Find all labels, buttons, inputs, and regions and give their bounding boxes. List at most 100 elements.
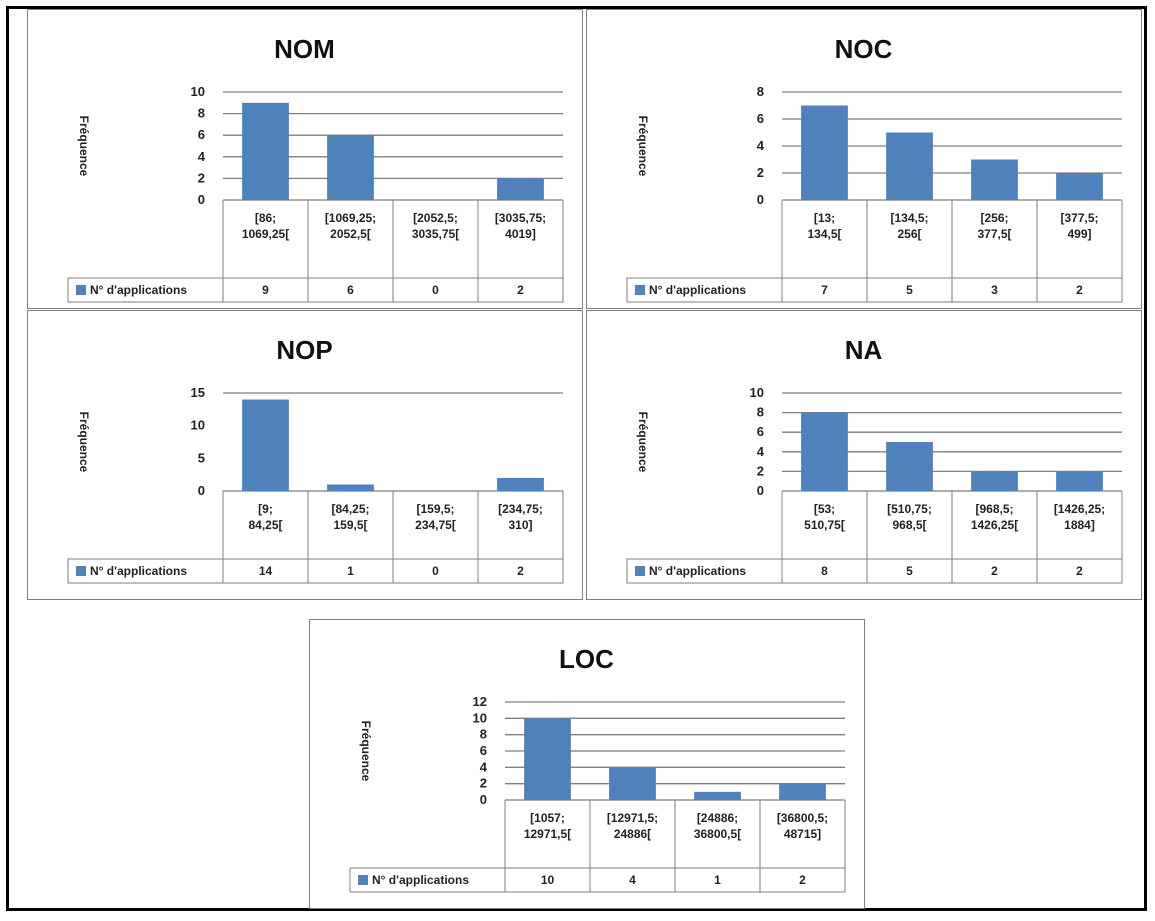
- category-label: [9; 84,25[: [248, 502, 282, 532]
- bar: [497, 477, 544, 491]
- y-axis-label: Fréquence: [359, 721, 373, 782]
- category-label: [2052,5; 3035,75[: [412, 211, 459, 241]
- y-tick-label: 10: [191, 418, 205, 433]
- y-tick-label: 0: [757, 192, 764, 207]
- bar: [801, 105, 848, 200]
- y-tick-label: 6: [757, 111, 764, 126]
- category-label: [159,5; 234,75[: [415, 502, 456, 532]
- y-tick-label: 6: [757, 424, 764, 439]
- y-tick-label: 8: [198, 106, 205, 121]
- legend-swatch: [358, 875, 368, 885]
- y-tick-label: 0: [198, 483, 205, 498]
- data-value-label: 7: [821, 283, 828, 297]
- category-label: [36800,5; 48715]: [777, 811, 828, 841]
- bar: [1056, 471, 1103, 491]
- bar: [886, 132, 933, 200]
- data-value-label: 1: [347, 564, 354, 578]
- y-tick-label: 12: [473, 694, 487, 709]
- y-tick-label: 5: [198, 450, 205, 465]
- chart-title: LOC: [559, 644, 614, 674]
- chart-panel-loc: LOC Fréquence 0 2 4 6 8 10 12 [1057; 12971,5[[1297…: [309, 619, 865, 909]
- data-value-label: 2: [517, 283, 524, 297]
- y-tick-label: 4: [480, 759, 488, 774]
- data-value-label: 2: [799, 873, 806, 887]
- data-value-label: 9: [262, 283, 269, 297]
- category-label: [256; 377,5[: [977, 211, 1011, 241]
- bar: [694, 791, 741, 800]
- data-value-label: 10: [541, 873, 555, 887]
- data-table: [67, 200, 564, 303]
- category-label: [234,75; 310]: [498, 502, 543, 532]
- bar: [779, 783, 826, 800]
- bar: [1056, 173, 1103, 200]
- y-tick-label: 2: [198, 170, 205, 185]
- data-value-label: 6: [347, 283, 354, 297]
- legend-series-name: N° d'applications: [649, 283, 746, 297]
- y-tick-label: 10: [750, 385, 764, 400]
- data-table: [626, 200, 1123, 303]
- category-label: [510,75; 968,5[: [887, 502, 932, 532]
- figure-frame: NOM Fréquence 0 2 4 6 8 10 [86; 1069,25[[1069,25;…: [6, 6, 1147, 911]
- y-tick-label: 8: [757, 84, 764, 99]
- data-value-label: 1: [714, 873, 721, 887]
- chart-title: NOP: [276, 335, 332, 365]
- chart-panel-nop: NOP Fréquence 0 5 10 15 [9; 84,25[[84,25; 159,5[…: [27, 310, 583, 600]
- legend-series-name: N° d'applications: [90, 283, 187, 297]
- bar: [609, 767, 656, 800]
- chart-title: NOM: [274, 34, 335, 64]
- chart-panel-nom: NOM Fréquence 0 2 4 6 8 10 [86; 1069,25[[1069,25;…: [27, 9, 583, 309]
- y-tick-label: 8: [757, 405, 764, 420]
- y-axis-label: Fréquence: [636, 116, 650, 177]
- data-value-label: 8: [821, 564, 828, 578]
- bar: [497, 178, 544, 200]
- chart-panel-noc: NOC Fréquence 0 2 4 6 8 [13; 134,5[[134,5; 256[[2…: [586, 9, 1142, 309]
- bar: [971, 159, 1018, 200]
- y-tick-label: 6: [480, 743, 487, 758]
- chart-panel-na: NA Fréquence 0 2 4 6 8 10 [53; 510,75[[510,75; 968…: [586, 310, 1142, 600]
- category-label: [24886; 36800,5[: [694, 811, 741, 841]
- bar: [242, 102, 289, 200]
- category-label: [1069,25; 2052,5[: [325, 211, 376, 241]
- category-label: [84,25; 159,5[: [331, 502, 369, 532]
- y-tick-label: 4: [198, 149, 206, 164]
- category-label: [12971,5; 24886[: [607, 811, 658, 841]
- data-value-label: 0: [432, 564, 439, 578]
- chart-svg-na: NA Fréquence 0 2 4 6 8 10 [53; 510,75[[510,75; 968…: [626, 335, 1123, 584]
- category-label: [377,5; 499]: [1060, 211, 1098, 241]
- bar: [886, 442, 933, 491]
- chart-svg-noc: NOC Fréquence 0 2 4 6 8 [13; 134,5[[134,5; 256[[2…: [626, 34, 1123, 303]
- chart-title: NOC: [835, 34, 893, 64]
- y-tick-label: 10: [191, 84, 205, 99]
- chart-title: NA: [845, 335, 883, 365]
- bar: [327, 135, 374, 200]
- y-tick-label: 10: [473, 710, 487, 725]
- data-value-label: 2: [1076, 564, 1083, 578]
- data-value-label: 2: [1076, 283, 1083, 297]
- bar: [327, 484, 374, 491]
- y-tick-label: 0: [480, 792, 487, 807]
- data-value-label: 5: [906, 283, 913, 297]
- legend-swatch: [76, 566, 86, 576]
- category-label: [134,5; 256[: [890, 211, 928, 241]
- bar: [242, 399, 289, 491]
- data-value-label: 14: [259, 564, 273, 578]
- category-label: [3035,75; 4019]: [495, 211, 546, 241]
- category-label: [86; 1069,25[: [242, 211, 289, 241]
- legend-swatch: [76, 285, 86, 295]
- data-table: [349, 800, 846, 893]
- legend-series-name: N° d'applications: [90, 564, 187, 578]
- data-value-label: 2: [991, 564, 998, 578]
- bar: [971, 471, 1018, 491]
- category-label: [53; 510,75[: [804, 502, 845, 532]
- data-value-label: 5: [906, 564, 913, 578]
- legend-series-name: N° d'applications: [649, 564, 746, 578]
- category-label: [1426,25; 1884]: [1054, 502, 1105, 532]
- y-tick-label: 2: [757, 165, 764, 180]
- y-tick-label: 0: [757, 483, 764, 498]
- y-axis-label: Fréquence: [636, 412, 650, 473]
- y-tick-label: 8: [480, 727, 487, 742]
- category-label: [1057; 12971,5[: [524, 811, 571, 841]
- y-axis-label: Fréquence: [77, 412, 91, 473]
